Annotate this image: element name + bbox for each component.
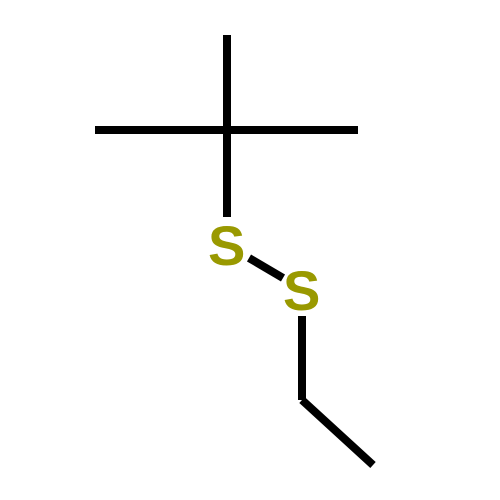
bond-c5-c6 [302, 400, 373, 465]
atom-label-s2: S [283, 259, 320, 322]
molecule-diagram: S S [0, 0, 500, 500]
atom-label-s1: S [208, 214, 245, 277]
bond-s1-s2 [249, 258, 283, 278]
